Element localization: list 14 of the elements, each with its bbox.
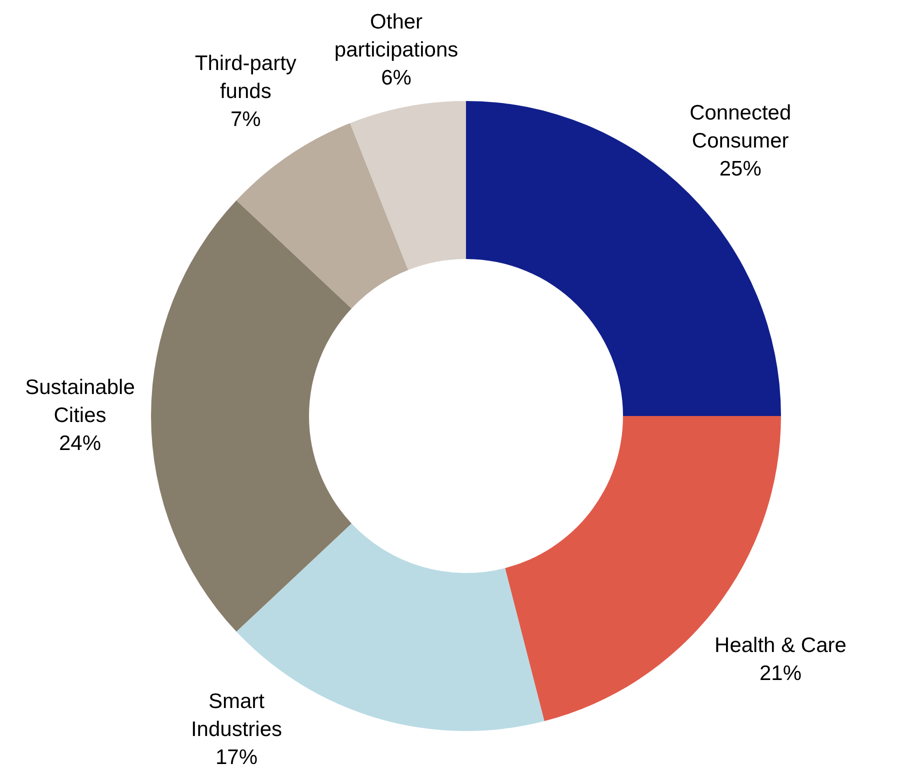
data-label: 24%: [58, 432, 102, 455]
data-label: 25%: [719, 158, 762, 181]
data-label: 21%: [759, 662, 802, 685]
data-label: 17%: [215, 746, 258, 769]
slice-label: Connected Consumer: [690, 102, 792, 153]
slice-label: Other participations: [334, 10, 458, 62]
slice-label: Smart Industries: [190, 690, 282, 741]
slice-label: Sustainable Cities: [25, 376, 135, 427]
donut-slice: [350, 101, 466, 270]
donut-slice: [151, 200, 352, 632]
slice-label: Third-party funds: [194, 52, 297, 103]
slice-label: Health & Care: [714, 634, 846, 657]
data-label: 7%: [230, 108, 261, 131]
data-label: 6%: [381, 66, 412, 90]
